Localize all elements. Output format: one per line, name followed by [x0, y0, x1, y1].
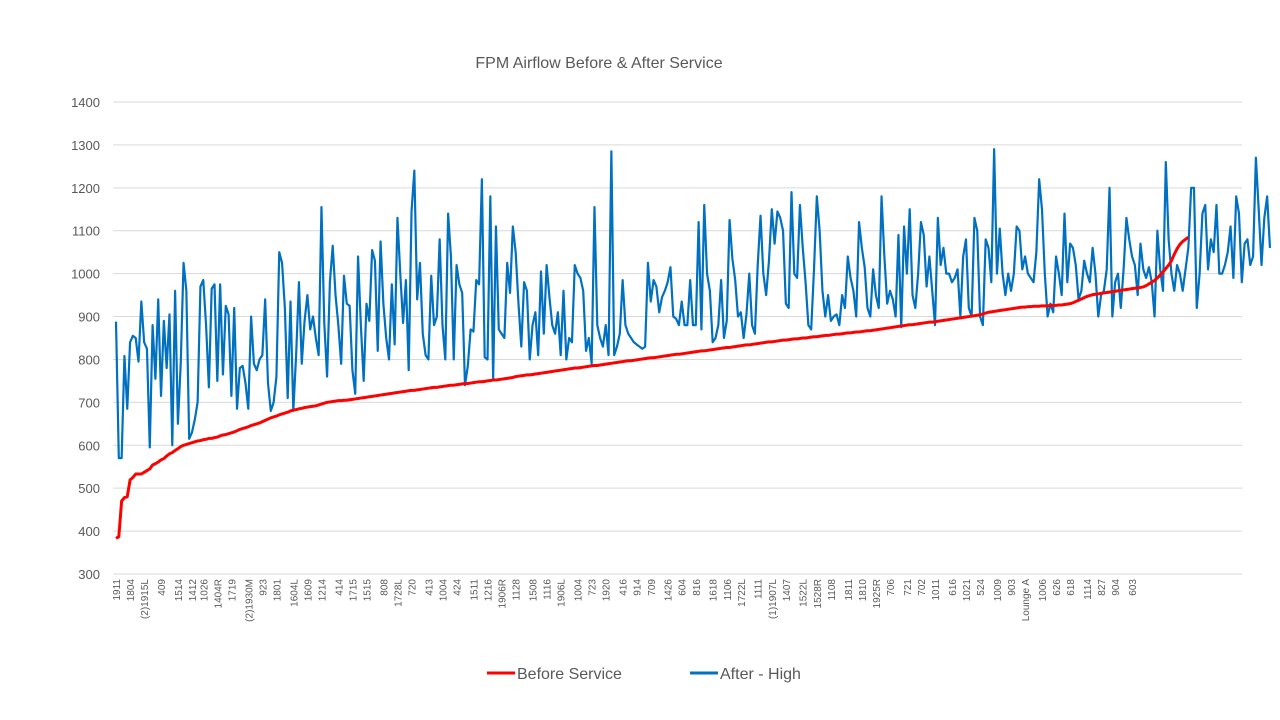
y-tick-label: 500 [78, 481, 100, 496]
x-tick-label: 1715 [348, 579, 359, 602]
x-tick-label: (2)1915L [140, 579, 151, 619]
x-tick-label: 1911 [112, 579, 123, 601]
x-tick-label: 1811 [844, 579, 855, 601]
x-tick-label: 1128 [512, 579, 523, 601]
x-tick-label: 1925R [872, 579, 883, 608]
x-tick-label: 1719 [227, 579, 238, 602]
x-tick-label: 1116 [543, 579, 554, 600]
y-tick-label: 1200 [71, 181, 100, 196]
x-tick-label: (2)1930M [244, 579, 255, 622]
x-tick-label: 1004 [574, 579, 585, 602]
x-tick-label: 1011 [931, 579, 942, 601]
y-tick-label: 1400 [71, 95, 100, 110]
x-tick-label: 1515 [362, 579, 373, 602]
x-tick-label: 904 [1111, 579, 1122, 596]
x-tick-label: 1906R [498, 579, 509, 608]
x-tick-label: 1528R [813, 579, 824, 608]
x-tick-label: 1906L [557, 579, 568, 607]
gridlines [113, 101, 1242, 575]
x-tick-label: 903 [1007, 579, 1018, 596]
x-tick-label: 1216 [484, 579, 495, 602]
x-tick-label: 816 [692, 579, 703, 596]
x-tick-label: 1804 [126, 579, 137, 602]
x-tick-label: 1920 [602, 579, 613, 602]
x-tick-label: 413 [424, 579, 435, 596]
x-tick-label: 702 [917, 579, 928, 596]
x-tick-label: 721 [903, 579, 914, 596]
x-tick-label: 808 [379, 579, 390, 596]
series-line-before-service [115, 235, 1190, 540]
y-tick-label: 400 [78, 524, 100, 539]
x-tick-label: (1)1907L [768, 579, 779, 619]
x-tick-label: 1006 [1038, 579, 1049, 602]
x-tick-label: 1111 [754, 579, 765, 599]
x-tick-label: 604 [678, 579, 689, 596]
x-tick-label: 1801 [272, 579, 283, 602]
x-axis-ticks: 1911 1804 (2)1915L 409 1514 1412 1026 1404R 1719… [112, 579, 1139, 622]
y-tick-label: 1100 [72, 224, 100, 239]
y-tick-label: 300 [78, 567, 100, 582]
y-tick-label: 700 [78, 395, 100, 410]
x-tick-label: 603 [1128, 579, 1139, 596]
x-tick-label: 1004 [438, 579, 449, 602]
x-tick-label: 1026 [199, 579, 210, 602]
legend-before-service: Before Service [487, 666, 622, 683]
series-lines [114, 148, 1272, 540]
x-tick-label: 1604L [289, 579, 300, 607]
legend: Before Service After - High [487, 666, 801, 683]
x-tick-label: 416 [619, 579, 630, 596]
x-tick-label: 1426 [664, 579, 675, 602]
x-tick-label: 409 [157, 579, 168, 596]
x-tick-label: 1511 [469, 579, 480, 601]
x-tick-label: 1412 [188, 579, 199, 602]
x-tick-label: 1522L [799, 579, 810, 607]
y-axis-ticks: 300 400 500 600 700 800 900 1000 1100 1200 1300 140… [71, 95, 100, 582]
x-tick-label: 424 [453, 579, 464, 596]
x-tick-label: 1114 [1083, 579, 1094, 600]
x-tick-label: 720 [408, 579, 419, 596]
x-tick-label: 1514 [174, 579, 185, 602]
x-tick-label: 524 [976, 579, 987, 596]
y-tick-label: 1000 [71, 267, 100, 282]
x-tick-label: Lounge A [1021, 579, 1032, 622]
x-tick-label: 1106 [723, 579, 734, 601]
x-tick-label: 923 [258, 579, 269, 596]
x-tick-label: 626 [1052, 579, 1063, 596]
x-tick-label: 1021 [962, 579, 973, 602]
x-tick-label: 723 [588, 579, 599, 596]
x-tick-label: 914 [633, 579, 644, 596]
x-tick-label: 1404R [213, 579, 224, 608]
x-tick-label: 1407 [782, 579, 793, 602]
x-tick-label: 618 [1066, 579, 1077, 596]
series-line-after-high [114, 148, 1272, 460]
x-tick-label: 1722L [737, 579, 748, 607]
x-tick-label: 1108 [827, 579, 838, 601]
x-tick-label: 1508 [529, 579, 540, 602]
x-tick-label: 706 [886, 579, 897, 596]
x-tick-label: 1728L [393, 579, 404, 607]
x-tick-label: 1810 [858, 579, 869, 602]
y-tick-label: 800 [78, 352, 100, 367]
legend-label: After - High [720, 666, 801, 683]
y-tick-label: 1300 [71, 138, 100, 153]
x-tick-label: 1609 [303, 579, 314, 602]
x-tick-label: 709 [647, 579, 658, 596]
x-tick-label: 414 [334, 579, 345, 596]
x-tick-label: 1618 [709, 579, 720, 602]
x-tick-label: 616 [948, 579, 959, 596]
x-tick-label: 827 [1097, 579, 1108, 596]
x-tick-label: 1009 [993, 579, 1004, 602]
x-tick-label: 1214 [317, 579, 328, 602]
legend-after-high: After - High [690, 666, 801, 683]
y-tick-label: 900 [78, 310, 100, 325]
chart-title: FPM Airflow Before & After Service [475, 55, 722, 72]
legend-label: Before Service [517, 666, 622, 683]
y-tick-label: 600 [78, 438, 100, 453]
